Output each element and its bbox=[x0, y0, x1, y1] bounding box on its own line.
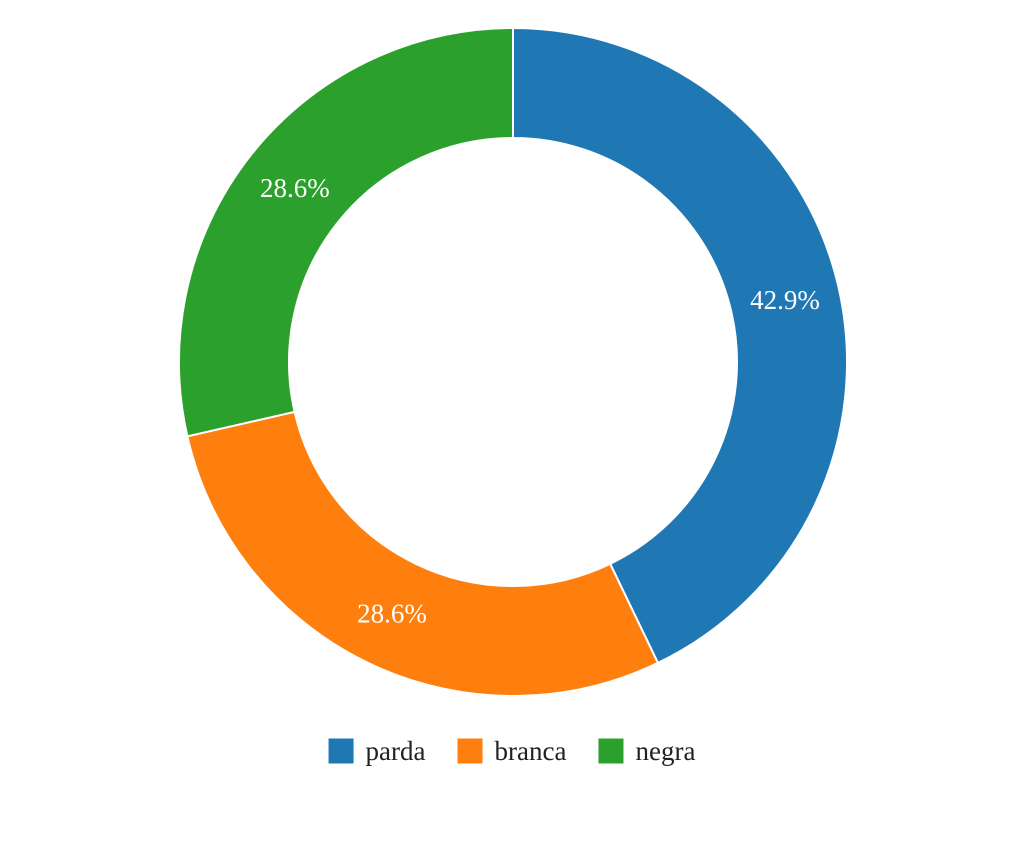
slice-negra bbox=[178, 26, 514, 438]
legend-label-branca: branca bbox=[495, 736, 567, 766]
legend-item-negra: negra bbox=[598, 736, 695, 766]
chart-slice-labels: 42.9% 28.6% 28.6% bbox=[260, 173, 820, 628]
slice-parda bbox=[512, 26, 849, 665]
slice-branca bbox=[186, 410, 660, 698]
chart-legend: parda branca negra bbox=[328, 736, 695, 766]
chart-slices bbox=[178, 26, 849, 698]
legend-swatch-negra bbox=[598, 738, 624, 764]
legend-swatch-parda bbox=[328, 738, 354, 764]
slice-label-branca: 28.6% bbox=[357, 598, 427, 628]
legend-swatch-branca bbox=[457, 738, 483, 764]
legend-label-parda: parda bbox=[366, 736, 426, 766]
legend-label-negra: negra bbox=[635, 736, 695, 766]
legend-item-branca: branca bbox=[457, 736, 567, 766]
legend-item-parda: parda bbox=[328, 736, 426, 766]
slice-label-negra: 28.6% bbox=[260, 173, 330, 203]
slice-label-parda: 42.9% bbox=[750, 285, 820, 315]
